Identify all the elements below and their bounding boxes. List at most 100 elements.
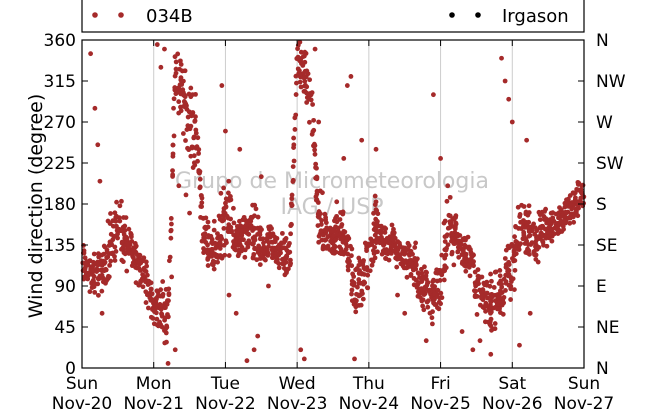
data-point-034b	[252, 234, 258, 240]
data-point-034b	[448, 220, 454, 226]
data-point-034b	[153, 310, 159, 316]
data-point-034b	[477, 302, 483, 308]
data-point-034b	[287, 240, 292, 246]
data-point-034b	[226, 292, 232, 298]
data-point-034b	[386, 257, 392, 263]
data-point-034b	[92, 289, 98, 295]
data-point-034b	[291, 145, 296, 150]
data-point-034b	[228, 216, 234, 222]
data-point-034b	[169, 221, 174, 227]
data-point-034b	[348, 243, 353, 249]
data-point-034b	[374, 221, 380, 227]
data-point-034b	[580, 182, 586, 188]
data-point-034b	[356, 277, 362, 282]
data-point-034b	[408, 273, 414, 278]
data-point-034b	[365, 272, 371, 278]
data-point-034b	[168, 228, 174, 234]
data-point-034b	[283, 255, 289, 261]
data-point-034b	[209, 261, 215, 267]
data-point-034b	[150, 316, 156, 321]
data-point-034b	[324, 227, 329, 233]
data-point-034b	[274, 235, 280, 241]
data-point-034b	[359, 288, 365, 294]
data-point-034b	[349, 263, 355, 269]
data-point-034b	[198, 214, 203, 220]
data-point-034b	[518, 241, 523, 247]
data-point-034b	[171, 96, 177, 102]
data-point-034b	[389, 222, 395, 228]
data-point-034b	[375, 211, 381, 217]
data-point-034b	[107, 262, 113, 268]
data-point-034b	[195, 135, 201, 141]
data-point-034b	[124, 268, 130, 274]
data-point-034b	[394, 264, 400, 270]
data-point-034b	[379, 251, 385, 257]
data-point-034b	[304, 68, 310, 74]
data-point-034b	[171, 133, 177, 139]
data-point-034b	[225, 225, 231, 231]
data-point-034b	[544, 243, 550, 249]
data-point-034b	[95, 281, 101, 287]
data-point-034b	[402, 310, 408, 316]
data-point-034b	[131, 255, 136, 261]
data-point-034b	[132, 241, 138, 246]
data-point-034b	[533, 245, 539, 251]
data-point-034b	[106, 274, 112, 280]
data-point-034b	[254, 246, 260, 252]
data-point-034b	[90, 268, 95, 274]
data-point-034b	[359, 137, 365, 143]
data-point-034b	[141, 255, 147, 261]
data-point-034b	[294, 80, 299, 86]
x-tick-label-day: Sat	[498, 374, 526, 394]
data-point-034b	[188, 123, 194, 129]
data-point-034b	[218, 190, 224, 196]
data-point-034b	[427, 310, 433, 316]
data-point-034b	[521, 204, 527, 209]
data-point-034b	[96, 292, 101, 298]
data-point-034b	[354, 291, 359, 297]
data-point-034b	[225, 190, 231, 196]
data-point-034b	[233, 310, 239, 316]
data-point-034b	[311, 127, 317, 133]
data-point-034b	[323, 220, 329, 226]
data-point-034b	[341, 251, 347, 257]
data-point-034b	[339, 222, 345, 227]
data-point-034b	[452, 215, 458, 220]
data-point-034b	[334, 213, 340, 219]
data-point-034b	[211, 266, 217, 272]
data-point-034b	[398, 261, 404, 267]
data-point-034b	[508, 297, 514, 302]
data-point-034b	[160, 291, 166, 297]
data-point-034b	[289, 192, 295, 198]
data-point-034b	[488, 309, 494, 315]
data-point-034b	[420, 297, 426, 303]
data-point-034b	[542, 208, 548, 214]
data-point-034b	[223, 128, 228, 134]
data-point-034b	[444, 198, 450, 204]
data-point-034b	[235, 253, 241, 259]
data-point-034b	[445, 225, 451, 231]
data-point-034b	[340, 235, 345, 241]
data-point-034b	[470, 347, 476, 353]
data-point-034b	[177, 58, 183, 64]
data-point-034b	[434, 267, 440, 273]
data-point-034b	[352, 297, 357, 303]
data-point-034b	[221, 225, 227, 231]
data-point-034b	[369, 242, 375, 247]
data-point-034b	[413, 240, 419, 246]
data-point-034b	[553, 211, 559, 217]
data-point-034b	[365, 285, 371, 291]
data-point-034b	[323, 237, 329, 243]
data-point-034b	[481, 305, 487, 311]
data-point-034b	[403, 258, 409, 264]
data-point-034b	[349, 253, 354, 259]
y-tick-label: 90	[54, 277, 76, 297]
data-point-034b	[122, 251, 128, 257]
data-point-034b	[512, 267, 518, 273]
data-point-034b	[439, 252, 445, 258]
data-point-034b	[568, 214, 573, 219]
data-point-034b	[546, 220, 552, 226]
data-point-034b	[517, 212, 523, 217]
data-point-034b	[255, 333, 261, 339]
data-point-034b	[238, 237, 244, 243]
